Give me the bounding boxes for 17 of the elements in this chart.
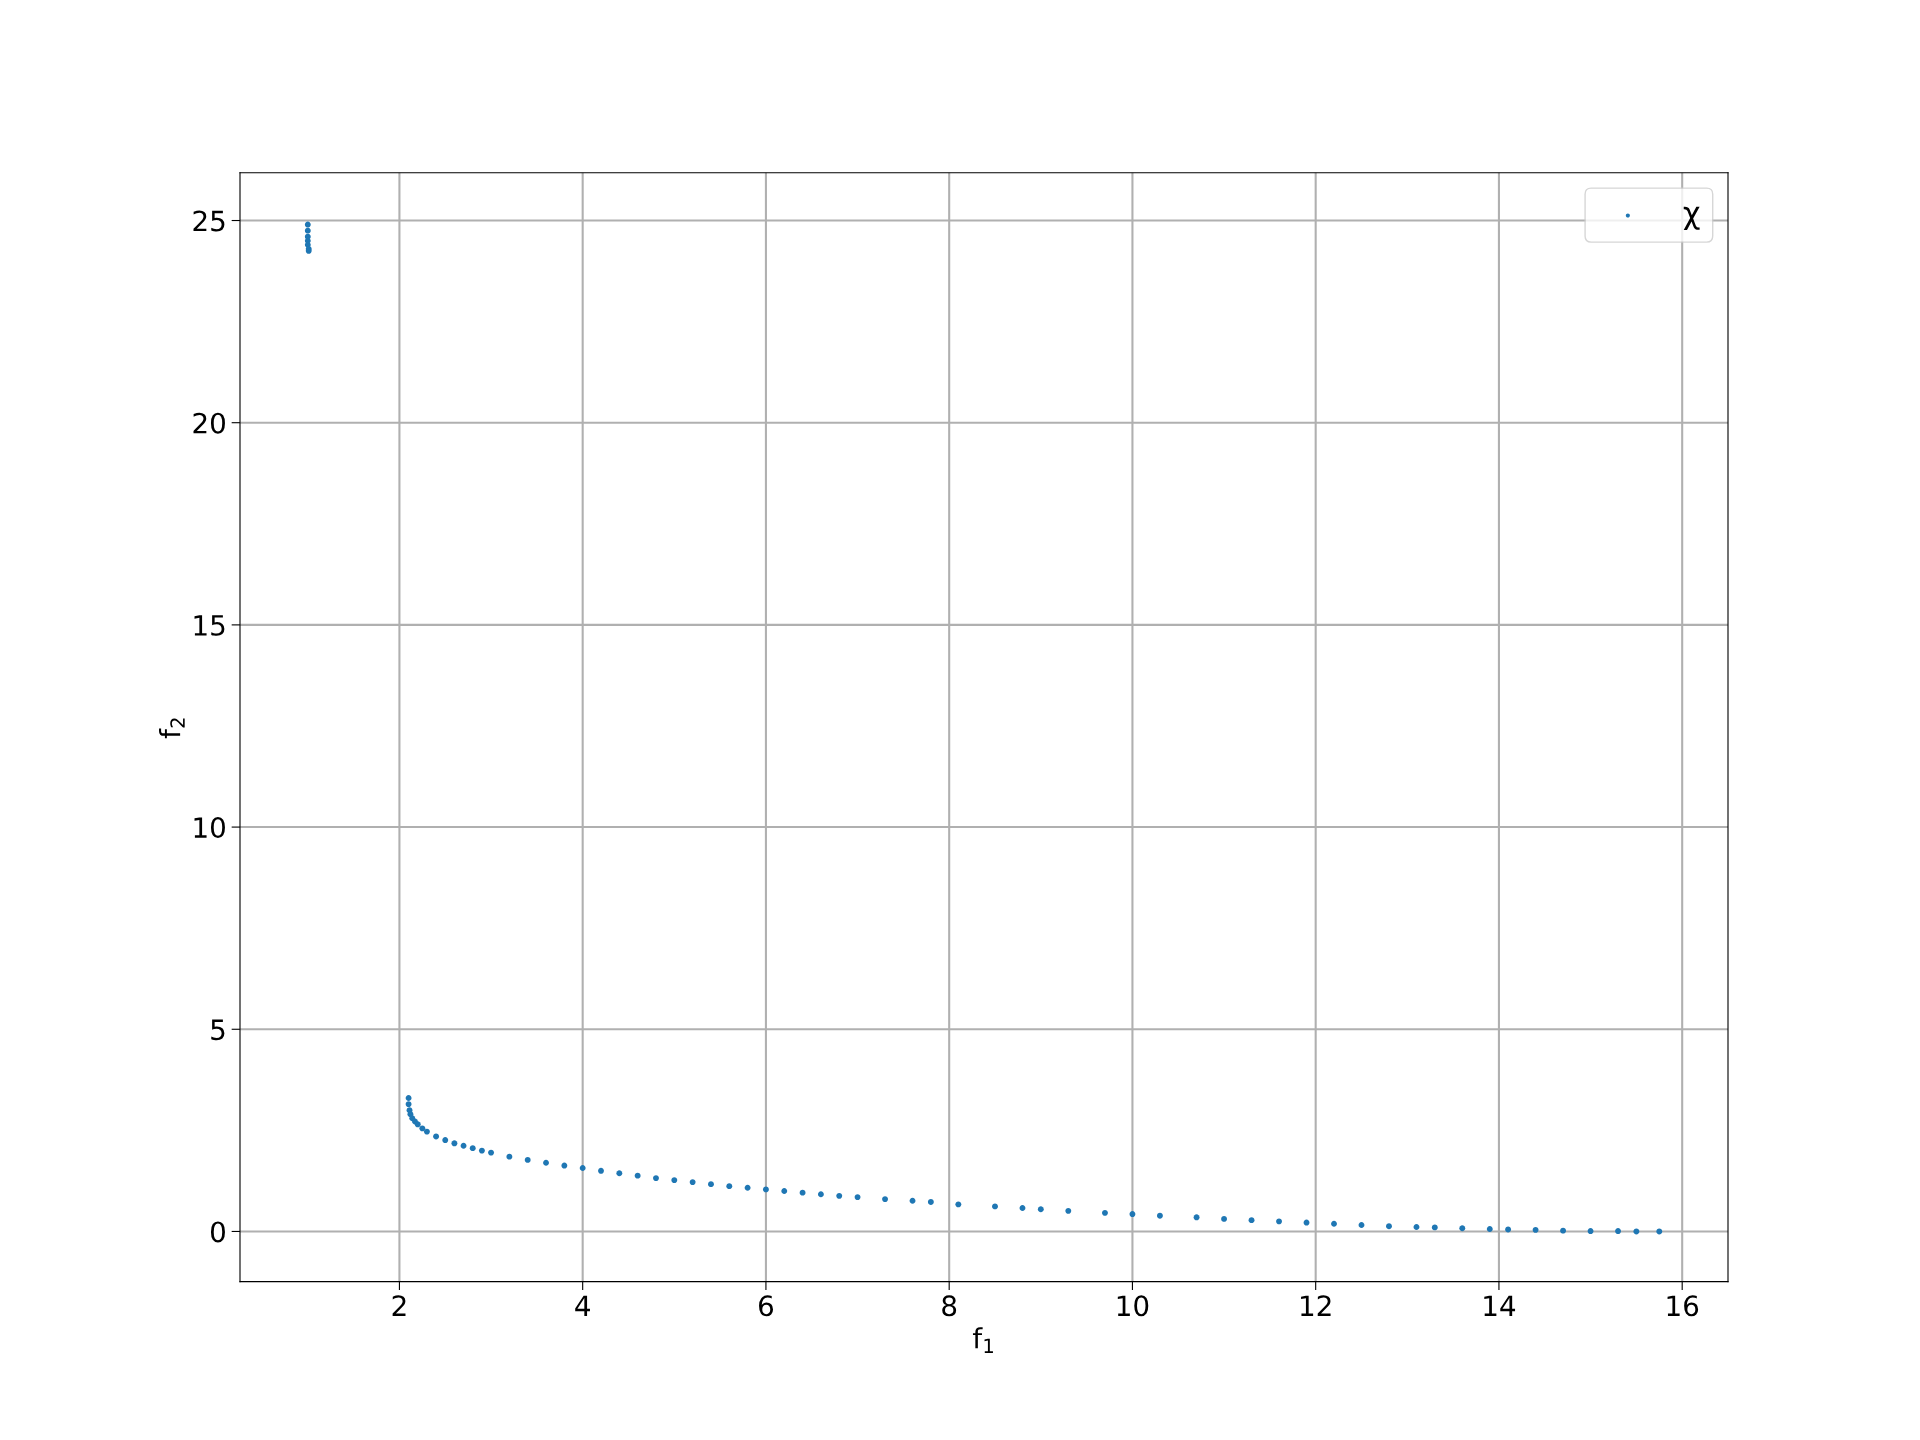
y-axis-title: f$_{2}$ [159, 718, 185, 739]
legend-label: χ [1683, 206, 1700, 230]
y-tick-label: 0 [210, 1221, 225, 1243]
y-tick-label: 25 [193, 210, 225, 232]
x-axis-title: f$_{1}$ [972, 1327, 993, 1353]
y-tick-label: 20 [193, 412, 225, 434]
y-tick-label: 5 [211, 1019, 225, 1041]
x-tick-label: 6 [759, 1295, 774, 1317]
x-tick-label: 2 [392, 1295, 406, 1316]
y-tick-label: 10 [194, 817, 225, 839]
x-tick-label: 10 [1117, 1295, 1149, 1317]
x-tick-label: 12 [1301, 1295, 1331, 1316]
x-tick-label: 4 [575, 1295, 590, 1316]
x-tick-label: 14 [1484, 1295, 1516, 1316]
x-tick-label: 8 [942, 1295, 957, 1317]
y-tick-label: 15 [194, 615, 225, 636]
x-tick-label: 16 [1667, 1295, 1699, 1317]
